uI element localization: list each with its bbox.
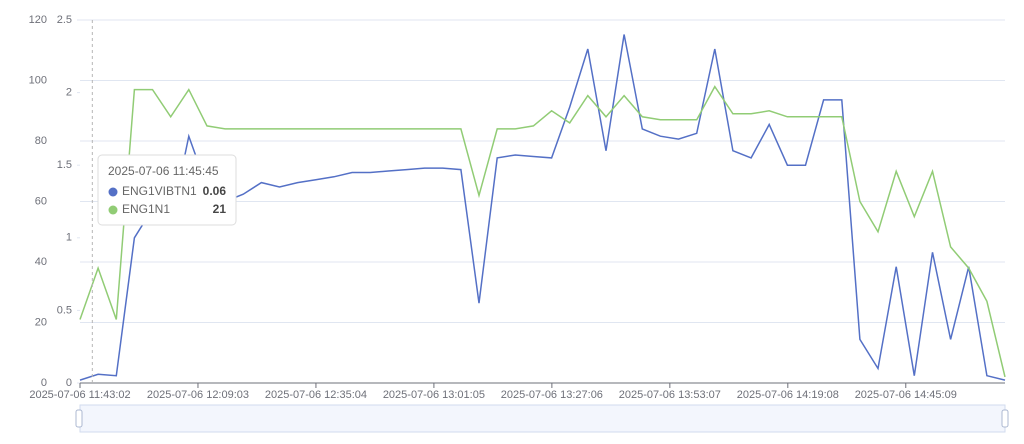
y2-tick-label: 0: [66, 377, 72, 389]
y-tick-label: 120: [29, 14, 47, 26]
y2-tick-label: 2.5: [57, 14, 72, 26]
zoom-handle[interactable]: [75, 409, 83, 428]
y-tick-label: 40: [35, 256, 47, 268]
tooltip-marker: [108, 187, 118, 197]
tooltip-value: 0.06: [203, 184, 227, 198]
x-tick-label: 2025-07-06 12:09:03: [147, 389, 249, 401]
series-line: [79, 85, 1006, 378]
y2-tick-label: 2: [66, 87, 72, 99]
tooltip-box: [97, 154, 237, 226]
y2-tick-label: 0.5: [57, 304, 72, 316]
tooltip-marker: [108, 205, 118, 215]
y-tick-label: 80: [35, 135, 47, 147]
x-tick-label: 2025-07-06 13:01:05: [383, 389, 485, 401]
y2-tick-label: 1: [66, 232, 72, 244]
y2-tick-label: 1.5: [57, 159, 72, 171]
x-tick-label: 2025-07-06 11:43:02: [29, 389, 130, 401]
x-tick-label: 2025-07-06 14:19:08: [737, 389, 839, 401]
y-tick-label: 0: [41, 377, 47, 389]
y-tick-label: 100: [29, 74, 47, 86]
zoom-handle[interactable]: [1001, 409, 1009, 428]
y-tick-label: 60: [35, 195, 47, 207]
x-tick-label: 2025-07-06 13:53:07: [619, 389, 721, 401]
tooltip: 2025-07-06 11:45:45 ENG1VIBTN1 0.06 ENG1N1 2…: [97, 154, 237, 226]
tooltip-name: ENG1VIBTN1: [122, 184, 197, 198]
y-tick-label: 20: [35, 316, 47, 328]
x-tick-label: 2025-07-06 14:45:09: [855, 389, 957, 401]
zoom-slider[interactable]: [79, 404, 1006, 433]
tooltip-name: ENG1N1: [122, 202, 170, 216]
x-tick-label: 2025-07-06 13:27:06: [501, 389, 603, 401]
x-tick-label: 2025-07-06 12:35:04: [265, 389, 367, 401]
tooltip-title: 2025-07-06 11:45:45: [108, 164, 219, 178]
tooltip-value: 21: [213, 202, 227, 216]
